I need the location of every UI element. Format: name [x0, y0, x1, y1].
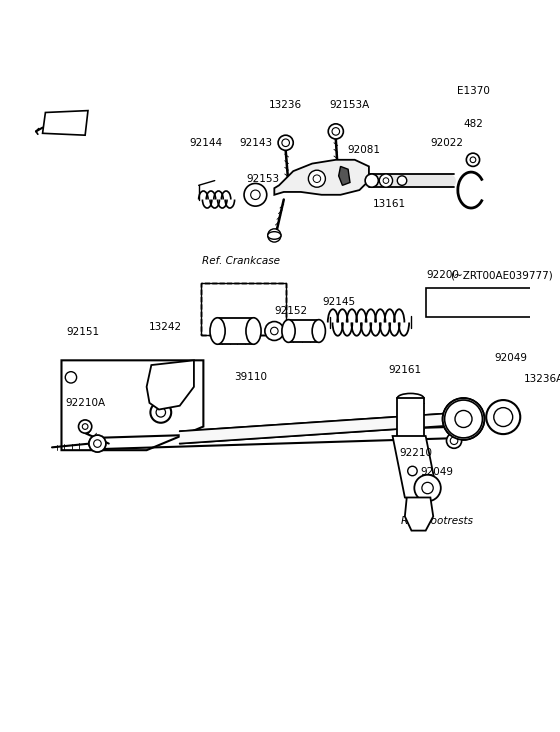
- Circle shape: [470, 157, 476, 163]
- Text: 92153A: 92153A: [330, 100, 370, 110]
- Text: Ref. Crankcase: Ref. Crankcase: [202, 256, 280, 266]
- Ellipse shape: [268, 231, 281, 239]
- Circle shape: [156, 408, 166, 417]
- Circle shape: [404, 479, 417, 492]
- Circle shape: [313, 175, 321, 182]
- Text: (~ZRT00AE039777): (~ZRT00AE039777): [450, 270, 553, 280]
- Text: 92049: 92049: [421, 467, 454, 477]
- Polygon shape: [405, 498, 433, 531]
- Text: 92081: 92081: [348, 146, 381, 155]
- Polygon shape: [393, 436, 435, 502]
- Text: E1370: E1370: [458, 86, 491, 96]
- Ellipse shape: [246, 318, 261, 344]
- Text: 92200: 92200: [426, 270, 459, 280]
- Circle shape: [89, 435, 106, 452]
- Text: Ref. Footrests: Ref. Footrests: [401, 516, 473, 526]
- Text: 13236A: 13236A: [524, 374, 560, 384]
- Circle shape: [486, 400, 520, 434]
- Polygon shape: [180, 412, 464, 444]
- Ellipse shape: [397, 393, 424, 403]
- Circle shape: [454, 409, 473, 428]
- Polygon shape: [274, 160, 369, 195]
- Polygon shape: [43, 111, 88, 135]
- Bar: [200, 283, 286, 335]
- Bar: [200, 283, 286, 335]
- Circle shape: [383, 178, 389, 184]
- Text: 482: 482: [463, 119, 483, 129]
- Text: 92022: 92022: [430, 138, 463, 148]
- Circle shape: [445, 400, 482, 438]
- Ellipse shape: [89, 438, 100, 449]
- Text: 13161: 13161: [373, 199, 407, 209]
- Text: 92210: 92210: [400, 448, 433, 458]
- Bar: [288, 320, 319, 343]
- Circle shape: [268, 229, 281, 242]
- Circle shape: [422, 482, 433, 493]
- Circle shape: [413, 503, 427, 516]
- Ellipse shape: [312, 320, 325, 343]
- Circle shape: [332, 127, 339, 135]
- Circle shape: [244, 184, 267, 206]
- Ellipse shape: [282, 320, 295, 343]
- Circle shape: [151, 402, 171, 423]
- Ellipse shape: [397, 439, 424, 448]
- Text: 92161: 92161: [388, 365, 422, 375]
- Text: 92210A: 92210A: [65, 398, 105, 408]
- Bar: [397, 398, 424, 444]
- Bar: [426, 288, 558, 317]
- Ellipse shape: [210, 318, 225, 344]
- Circle shape: [78, 420, 92, 433]
- Circle shape: [251, 190, 260, 200]
- Circle shape: [270, 327, 278, 335]
- Circle shape: [309, 171, 325, 187]
- Circle shape: [494, 408, 513, 427]
- Circle shape: [379, 174, 393, 187]
- Circle shape: [66, 372, 77, 383]
- Ellipse shape: [365, 174, 379, 187]
- Circle shape: [94, 440, 101, 447]
- Bar: [200, 283, 286, 335]
- Text: FRONT: FRONT: [46, 119, 84, 129]
- Circle shape: [176, 373, 184, 381]
- Text: 92151: 92151: [67, 327, 100, 337]
- Circle shape: [455, 411, 472, 427]
- Circle shape: [278, 135, 293, 150]
- Bar: [218, 318, 254, 344]
- Circle shape: [282, 139, 290, 146]
- Text: 92049: 92049: [494, 354, 528, 363]
- Text: 13242: 13242: [149, 322, 182, 332]
- Circle shape: [414, 475, 441, 501]
- Circle shape: [265, 321, 284, 340]
- Circle shape: [443, 398, 484, 440]
- Circle shape: [446, 433, 461, 448]
- Circle shape: [162, 382, 175, 395]
- Text: 13236: 13236: [269, 100, 302, 110]
- Text: 92145: 92145: [322, 296, 355, 307]
- Circle shape: [408, 466, 417, 476]
- Circle shape: [397, 176, 407, 185]
- Ellipse shape: [443, 398, 484, 440]
- Text: 92144: 92144: [190, 138, 223, 148]
- Text: 92152: 92152: [275, 306, 308, 316]
- Polygon shape: [339, 166, 350, 185]
- Circle shape: [450, 437, 458, 444]
- Circle shape: [466, 153, 479, 166]
- Text: 39110: 39110: [234, 373, 267, 382]
- Polygon shape: [147, 360, 194, 409]
- Polygon shape: [62, 360, 203, 450]
- Circle shape: [328, 124, 343, 139]
- Circle shape: [82, 424, 88, 430]
- Text: 92143: 92143: [240, 138, 273, 148]
- Text: 92153: 92153: [246, 173, 279, 184]
